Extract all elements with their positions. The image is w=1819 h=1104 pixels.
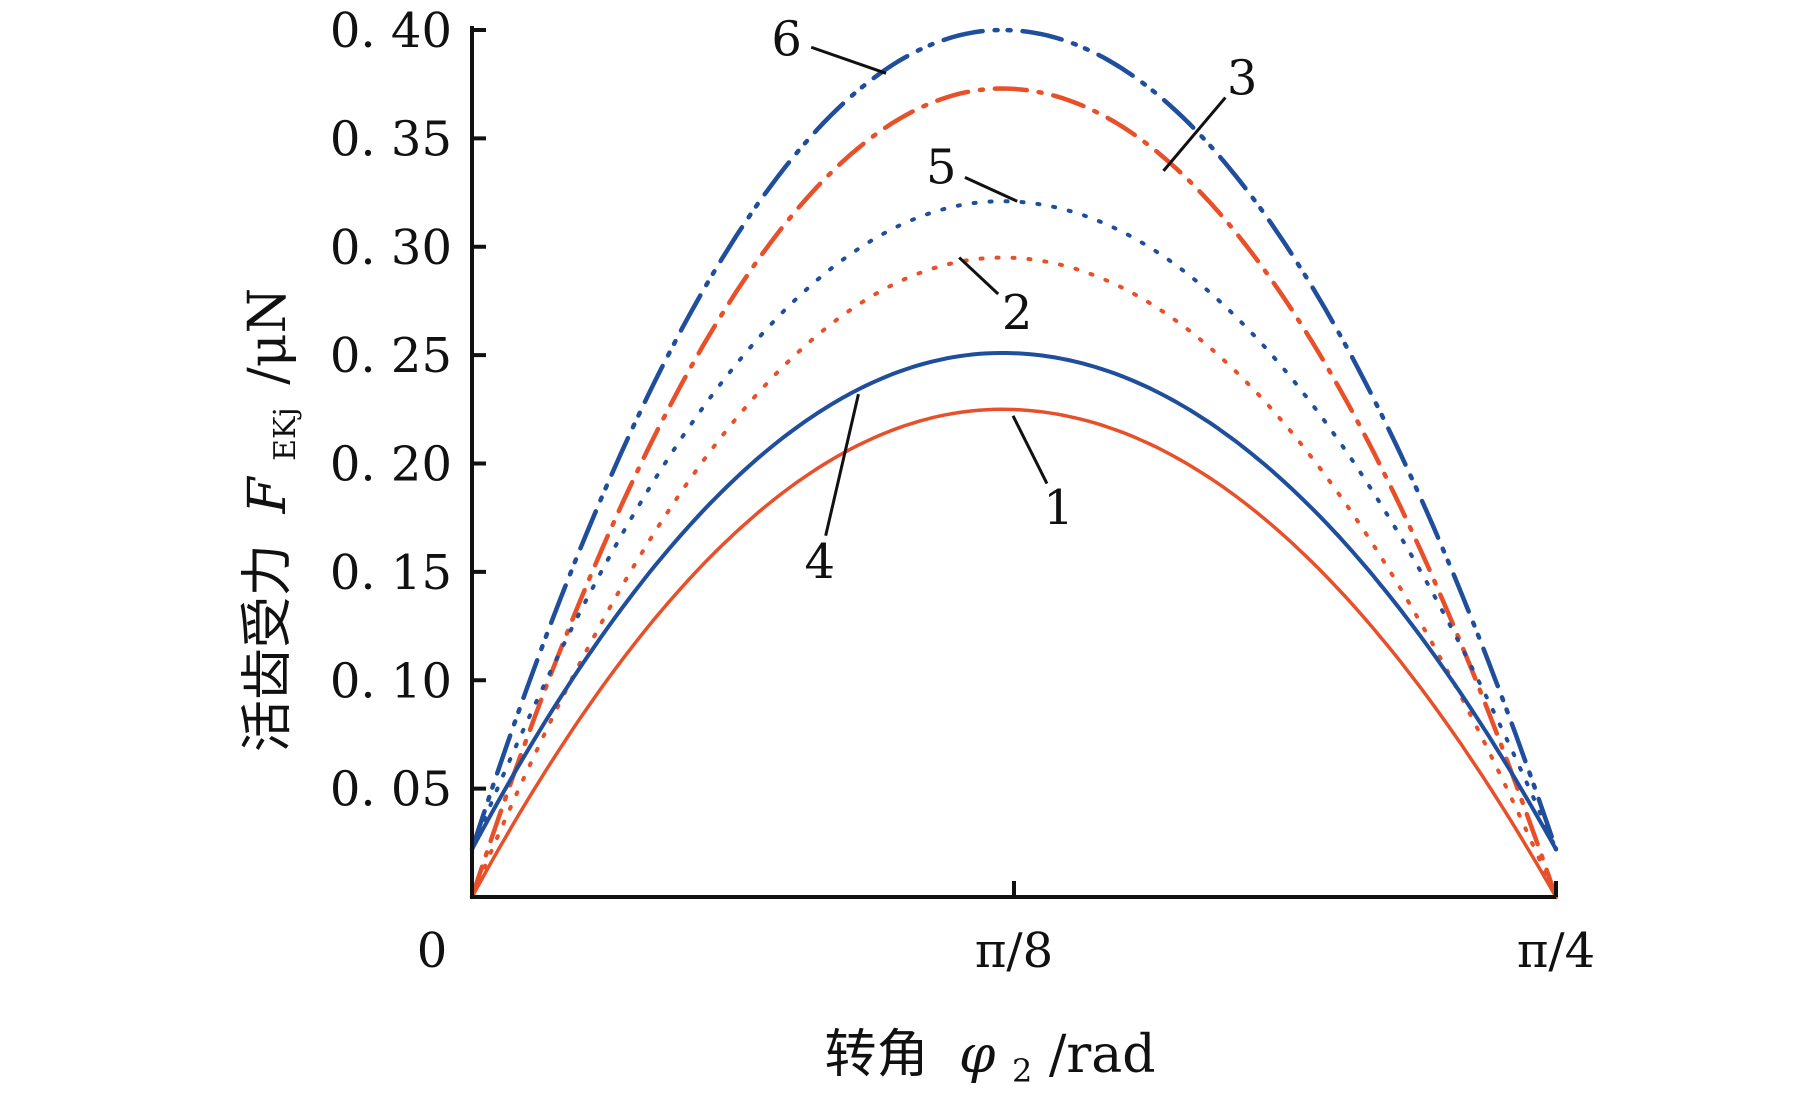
y-tick-label: 0. 20: [330, 437, 452, 493]
curve-label-2: 2: [1002, 285, 1033, 341]
y-axis-title: 活齿受力 F EKj /μN: [238, 288, 308, 752]
series-6-line: [469, 27, 1559, 852]
y-tick-label: 0. 30: [330, 220, 452, 276]
series-3-line: [469, 86, 1559, 900]
curve-label-5: 5: [926, 140, 957, 196]
y-tick-label: 0. 15: [330, 545, 452, 601]
x-tick-label: π/4: [1517, 923, 1595, 979]
annotations-layer: 1 2 3 4 5 6: [771, 12, 1257, 590]
y-tick-label: 0. 40: [330, 3, 452, 59]
y-tick-label: 0. 25: [330, 328, 452, 384]
curve-label-6: 6: [771, 12, 802, 68]
x-tick-label: π/8: [975, 923, 1053, 979]
y-tick-label: 0. 35: [330, 111, 452, 167]
axes-layer: 0. 05 0. 10 0. 15 0. 20 0. 25 0. 30 0. 35 0. 40…: [330, 3, 1595, 979]
curve-label-3: 3: [1227, 51, 1258, 107]
y-tick-label: 0. 10: [330, 653, 452, 709]
x-tick-label: 0: [417, 923, 448, 979]
y-tick-label: 0. 05: [330, 762, 452, 818]
series-2-line: [470, 255, 1558, 899]
curve-label-leader: [1011, 415, 1049, 485]
curve-label-leader: [1162, 96, 1227, 172]
curve-label-1: 1: [1043, 480, 1074, 536]
curve-label-leader: [958, 256, 1000, 296]
curve-label-leader: [810, 45, 887, 75]
series-4-line: [470, 351, 1558, 852]
curve-label-4: 4: [805, 534, 836, 590]
curves-layer: [469, 27, 1559, 900]
curve-label-leader: [964, 175, 1018, 203]
curve-label-leader: [824, 393, 860, 537]
x-axis-title: 转角 φ 2 /rad: [824, 1025, 1155, 1095]
series-1-line: [470, 407, 1558, 899]
